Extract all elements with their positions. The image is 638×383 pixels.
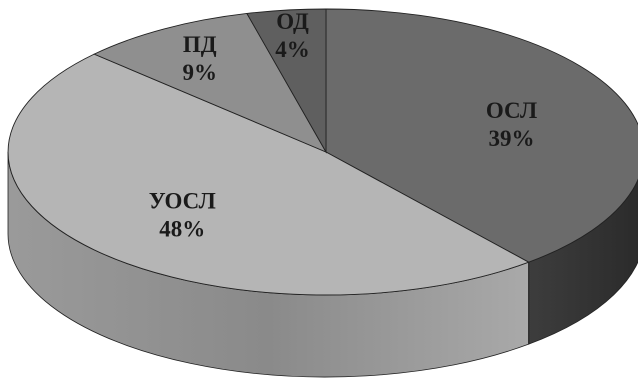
pie-slice-0: [325, 8, 638, 263]
slice-name-label: ОСЛ: [486, 98, 537, 123]
slice-percent-label: 9%: [182, 60, 217, 85]
pie-tops: [7, 8, 638, 296]
pie-slice-3: [246, 8, 327, 154]
slice-name-label: ОД: [276, 9, 309, 34]
pie-slice-1: [7, 53, 530, 296]
pie-slice-2: [93, 13, 328, 153]
slice-percent-label: 48%: [159, 217, 205, 242]
slice-name-label: ПД: [183, 32, 217, 57]
slice-percent-label: 4%: [275, 37, 310, 62]
slice-name-label: УОСЛ: [149, 189, 216, 214]
slice-percent-label: 39%: [489, 126, 535, 151]
pie-labels: ОСЛ 39% УОСЛ 48% ПД 9% ОД 4%: [149, 9, 537, 242]
